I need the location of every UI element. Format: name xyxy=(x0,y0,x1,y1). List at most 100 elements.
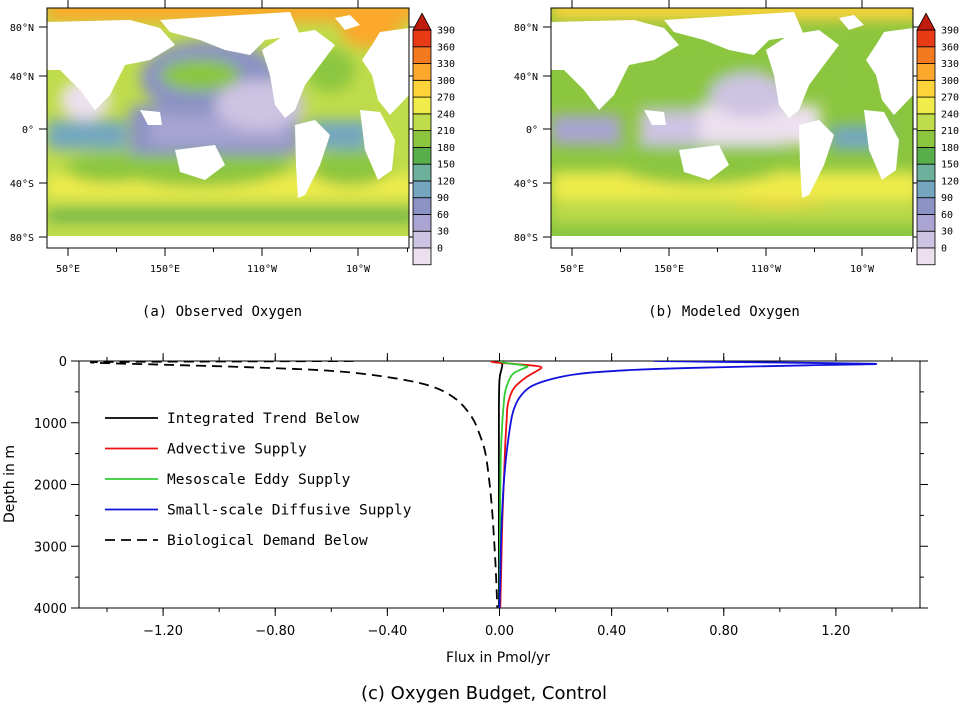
y-axis-label: Depth in m xyxy=(2,445,18,523)
colorbar-box xyxy=(916,146,936,165)
x-tick-label: −0.40 xyxy=(367,624,407,639)
colorbar-box xyxy=(412,146,432,165)
map-b-ytick-label: 80°N xyxy=(514,23,538,34)
y-tick-label: 2000 xyxy=(34,479,67,494)
map-b-ytick-label: 80°S xyxy=(514,233,538,244)
colorbar-label: 120 xyxy=(437,176,455,187)
colorbar-box xyxy=(412,29,432,48)
colorbar-box xyxy=(412,63,432,81)
map-b-xtick-label: 10°W xyxy=(850,264,875,275)
colorbar-label: 360 xyxy=(437,42,455,53)
colorbar-label: 300 xyxy=(437,76,455,87)
colorbar-label: 30 xyxy=(941,227,953,238)
colorbar-box xyxy=(916,230,936,249)
map-b-xtick-label: 50°E xyxy=(560,264,584,275)
colorbar-extend-triangle xyxy=(916,12,936,31)
map-b-ytick-label: 40°N xyxy=(514,72,538,83)
map-b-field xyxy=(551,8,913,248)
colorbar-box xyxy=(916,96,936,115)
colorbar-box xyxy=(412,230,432,249)
colorbar-label: 300 xyxy=(941,76,959,87)
legend-label-advective-supply: Advective Supply xyxy=(167,442,307,458)
map-b-xtick-label: 150°E xyxy=(654,264,684,275)
budget-panel-c: −1.20 −0.80 −0.40 0.00 0.40 0.80 1.20 0 1000 2000… xyxy=(2,353,928,704)
map-a-ytick-label: 80°N xyxy=(10,23,34,34)
plot-c-ticks: −1.20 −0.80 −0.40 0.00 0.40 0.80 1.20 0 1000 2000… xyxy=(34,353,928,639)
map-a-xtick-label: 110°W xyxy=(247,264,278,275)
colorbar-box xyxy=(916,29,936,48)
colorbar-label: 180 xyxy=(437,143,455,154)
map-a-ytick-label: 40°S xyxy=(10,179,34,190)
colorbar-label: 210 xyxy=(941,126,959,137)
map-b-ytick-label: 0° xyxy=(526,125,538,136)
legend-label-small-scale-diffusive-supply: Small-scale Diffusive Supply xyxy=(167,503,412,519)
map-a-ytick-label: 0° xyxy=(22,125,34,136)
x-tick-label: 1.20 xyxy=(821,624,850,639)
y-tick-label: 0 xyxy=(59,355,67,370)
x-tick-label: 0.80 xyxy=(709,624,738,639)
panel-a-title: (a) Observed Oxygen xyxy=(142,304,302,320)
colorbar-label: 60 xyxy=(437,210,449,221)
colorbar-label: 330 xyxy=(941,59,959,70)
colorbar-box xyxy=(412,180,432,199)
map-a-ytick-label: 40°N xyxy=(10,72,34,83)
map-a-field xyxy=(47,8,409,248)
colorbar-box xyxy=(412,247,432,266)
legend-label-biological-demand-below: Biological Demand Below xyxy=(167,533,368,549)
colorbar-label: 390 xyxy=(941,26,959,37)
y-tick-label: 1000 xyxy=(34,417,67,432)
legend: Integrated Trend Below Advective Supply Me… xyxy=(105,411,412,549)
series-line-mesoscale-eddy-supply xyxy=(498,361,529,608)
panel-b-title: (b) Modeled Oxygen xyxy=(648,304,800,320)
map-a-frame xyxy=(46,7,410,249)
colorbar-label: 60 xyxy=(941,210,953,221)
map-b-frame xyxy=(550,7,914,249)
map-panel-a: 80°N 40°N 0° 40°S 80°S 50°E 150°E 110°W … xyxy=(10,0,455,320)
map-a-axis-labels: 80°N 40°N 0° 40°S 80°S 50°E 150°E 110°W … xyxy=(10,23,371,275)
series-line-small-scale-diffusive-supply xyxy=(498,361,878,608)
colorbar-label: 0 xyxy=(437,244,443,255)
map-a-land xyxy=(47,12,409,248)
colorbar-label: 330 xyxy=(437,59,455,70)
map-b-land xyxy=(551,12,913,248)
map-b-xtick-label: 110°W xyxy=(751,264,782,275)
x-tick-label: 0.40 xyxy=(597,624,626,639)
colorbar-box xyxy=(412,113,432,132)
colorbar-box xyxy=(412,46,432,64)
colorbar-box xyxy=(412,130,432,148)
colorbar-label: 30 xyxy=(437,227,449,238)
colorbar-box xyxy=(916,247,936,266)
colorbar-box xyxy=(412,79,432,98)
map-b-axis-labels: 80°N 40°N 0° 40°S 80°S 50°E 150°E 110°W … xyxy=(514,23,875,275)
x-tick-label: 0.00 xyxy=(485,624,514,639)
colorbar-label: 120 xyxy=(941,176,959,187)
colorbar-label: 90 xyxy=(941,193,953,204)
map-a-xtick-label: 150°E xyxy=(150,264,180,275)
colorbar-box xyxy=(916,214,936,232)
colorbar-box xyxy=(916,163,936,182)
y-tick-label: 3000 xyxy=(34,540,67,555)
colorbar-box xyxy=(916,197,936,215)
series-line-biological-demand-below xyxy=(89,361,499,608)
colorbar-label: 390 xyxy=(437,26,455,37)
colorbar-box xyxy=(412,214,432,232)
colorbar-box xyxy=(412,197,432,215)
colorbar-box xyxy=(412,163,432,182)
colorbar-box xyxy=(412,96,432,115)
panel-c-title: (c) Oxygen Budget, Control xyxy=(361,683,607,704)
colorbar-label: 150 xyxy=(437,160,455,171)
colorbar-box xyxy=(916,63,936,81)
colorbar-label: 90 xyxy=(437,193,449,204)
y-tick-label: 4000 xyxy=(34,602,67,617)
x-tick-label: −0.80 xyxy=(255,624,295,639)
map-b-ytick-label: 40°S xyxy=(514,179,538,190)
x-tick-label: −1.20 xyxy=(143,624,183,639)
x-axis-label: Flux in Pmol/yr xyxy=(446,650,550,666)
colorbar-label: 180 xyxy=(941,143,959,154)
colorbar-label: 150 xyxy=(941,160,959,171)
colorbar-box xyxy=(916,130,936,148)
map-a-ytick-label: 80°S xyxy=(10,233,34,244)
